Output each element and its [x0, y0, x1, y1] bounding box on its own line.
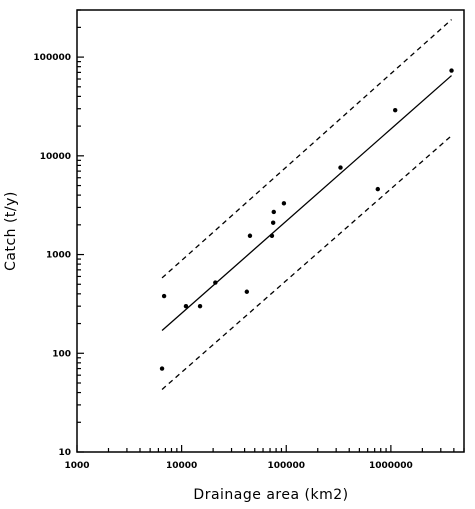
- data-point: [244, 289, 250, 294]
- x-tick-label: 100000: [267, 461, 305, 471]
- y-axis-title: Catch (t/y): [3, 191, 19, 271]
- y-tick-label: 100: [52, 349, 71, 359]
- data-point: [197, 303, 203, 309]
- data-point: [271, 209, 276, 215]
- x-axis-ticks: [76, 445, 465, 452]
- x-axis-tick-labels: 1000 10000 100000 1000000: [64, 461, 412, 471]
- data-point: [338, 165, 343, 170]
- series-layer: [159, 19, 454, 390]
- y-tick-label: 100000: [33, 53, 71, 63]
- lower-bound: [161, 135, 452, 390]
- data-point: [247, 233, 253, 238]
- y-axis-tick-labels: 10 100 1000 10000 100000: [33, 53, 71, 458]
- plot-area: [76, 9, 465, 453]
- y-tick-label: 10: [58, 448, 71, 458]
- data-point: [270, 220, 276, 225]
- data-point: [449, 68, 454, 73]
- y-tick-label: 10000: [40, 152, 71, 162]
- x-tick-label: 1000000: [369, 461, 413, 471]
- x-axis-title: Drainage area (km2): [193, 487, 348, 503]
- data-point: [159, 366, 165, 371]
- plot-frame: [76, 9, 465, 453]
- data-point: [183, 303, 189, 309]
- x-tick-label: 10000: [166, 461, 197, 471]
- regression-line: [161, 75, 452, 332]
- y-tick-label: 1000: [46, 251, 71, 261]
- data-point: [213, 280, 218, 285]
- data-point: [375, 186, 380, 192]
- upper-bound: [161, 19, 452, 279]
- data-point: [281, 201, 287, 206]
- y-axis-ticks: [77, 9, 84, 453]
- data-point: [161, 293, 167, 299]
- x-tick-label: 1000: [64, 461, 89, 471]
- data-point: [393, 107, 398, 113]
